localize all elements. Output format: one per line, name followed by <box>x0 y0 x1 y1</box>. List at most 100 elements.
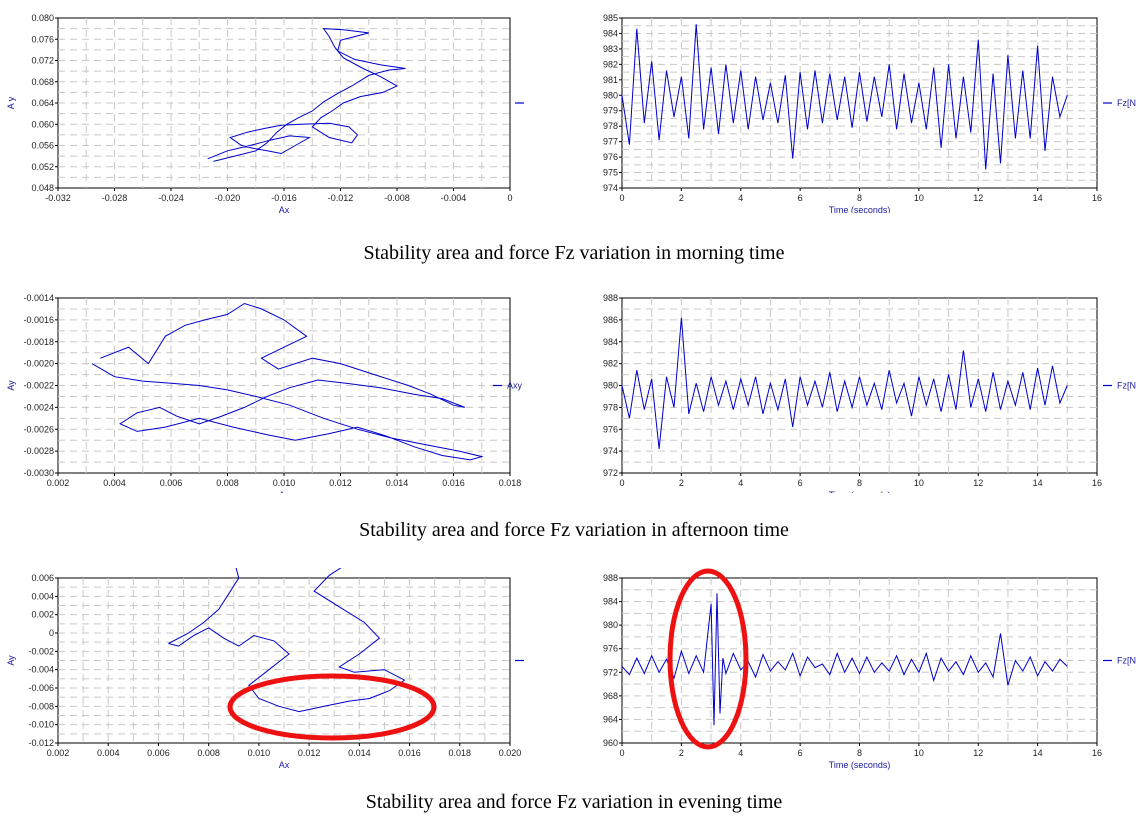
y-tick-label: 0.064 <box>31 98 54 108</box>
y-tick-label: 976 <box>603 644 618 654</box>
y-tick-label: 982 <box>603 359 618 369</box>
y-tick-label: -0.0014 <box>23 293 54 303</box>
x-tick-label: -0.016 <box>271 193 297 203</box>
x-tick-label: -0.004 <box>441 193 467 203</box>
x-tick-label: -0.028 <box>102 193 128 203</box>
y-tick-label: 968 <box>603 691 618 701</box>
y-tick-label: 978 <box>603 121 618 131</box>
x-tick-label: 14 <box>1033 748 1043 758</box>
caption-evening: Stability area and force Fz variation in… <box>365 791 783 813</box>
y-tick-label: -0.0028 <box>23 446 54 456</box>
x-axis-label: Ax <box>279 760 290 770</box>
x-axis-label: Time (seconds) <box>829 760 891 770</box>
x-tick-label: 16 <box>1092 193 1102 203</box>
x-tick-label: 0.014 <box>348 748 371 758</box>
y-tick-label: 960 <box>603 738 618 748</box>
y-tick-label: -0.0022 <box>23 381 54 391</box>
x-tick-label: 0 <box>619 193 624 203</box>
x-tick-label: 0.014 <box>386 478 409 488</box>
x-tick-label: 0.018 <box>499 478 522 488</box>
y-tick-label: 0.002 <box>31 610 54 620</box>
x-tick-label: 2 <box>679 193 684 203</box>
legend-label: Fz[N <box>1117 656 1136 666</box>
x-tick-label: 0.004 <box>97 748 120 758</box>
y-tick-label: 0.052 <box>31 162 54 172</box>
legend-label: Axy <box>507 381 523 391</box>
y-tick-label: 978 <box>603 402 618 412</box>
y-tick-label: 0.004 <box>31 591 54 601</box>
y-tick-label: -0.0024 <box>23 402 54 412</box>
x-tick-label: 0.018 <box>449 748 472 758</box>
y-tick-label: 0.072 <box>31 56 54 66</box>
afternoon-stability-plot: 0.002 0.004 0.006 0.008 0.010 0.012 0.014 0.016… <box>6 293 523 493</box>
x-tick-label: 10 <box>914 478 924 488</box>
chart-morning-force: 0 2 4 6 8 10 12 14 16 974 975 976 977 978 979 980 981 982… <box>575 8 1148 213</box>
x-tick-label: -0.024 <box>158 193 184 203</box>
y-tick-label: 988 <box>603 293 618 303</box>
series-line <box>91 302 484 461</box>
x-tick-label: 0.012 <box>298 748 321 758</box>
x-tick-label: 8 <box>857 748 862 758</box>
y-tick-label: -0.0020 <box>23 359 54 369</box>
x-tick-label: -0.032 <box>45 193 71 203</box>
x-tick-label: 14 <box>1033 193 1043 203</box>
y-tick-label: 974 <box>603 446 618 456</box>
x-tick-label: 0.006 <box>147 748 170 758</box>
x-axis-label: Ax <box>279 490 290 493</box>
y-tick-label: 972 <box>603 468 618 478</box>
x-tick-label: 4 <box>738 748 743 758</box>
legend-label: Fz[N <box>1117 98 1136 108</box>
x-axis-label: Time (seconds) <box>829 490 891 493</box>
y-tick-label: 976 <box>603 424 618 434</box>
y-axis-label: Ay <box>6 380 16 391</box>
y-axis-label: A y <box>6 96 16 109</box>
x-tick-label: 2 <box>679 748 684 758</box>
x-axis-label: Ax <box>279 205 290 213</box>
x-tick-label: 8 <box>857 478 862 488</box>
x-tick-label: 6 <box>798 193 803 203</box>
x-tick-label: 0.016 <box>442 478 465 488</box>
x-tick-label: 12 <box>973 478 983 488</box>
x-tick-label: 0.008 <box>197 748 220 758</box>
y-tick-label: -0.008 <box>28 701 54 711</box>
morning-force-plot: 0 2 4 6 8 10 12 14 16 974 975 976 977 978 979 980 981 982… <box>603 13 1136 213</box>
x-tick-label: 0.012 <box>329 478 352 488</box>
x-tick-label: 0.004 <box>103 478 126 488</box>
y-tick-label: -0.0018 <box>23 337 54 347</box>
y-tick-label: 0.006 <box>31 573 54 583</box>
x-tick-label: 0 <box>619 478 624 488</box>
y-tick-label: 981 <box>603 75 618 85</box>
x-tick-label: 0.002 <box>47 478 70 488</box>
evening-stability-plot: 0.002 0.004 0.006 0.008 0.010 0.012 0.014 0.016… <box>6 568 524 770</box>
y-tick-label: 983 <box>603 44 618 54</box>
x-tick-label: 2 <box>679 478 684 488</box>
y-tick-label: 980 <box>603 620 618 630</box>
x-tick-label: 0 <box>619 748 624 758</box>
x-tick-label: 0.002 <box>47 748 70 758</box>
x-tick-label: 8 <box>857 193 862 203</box>
x-tick-label: 0.008 <box>216 478 239 488</box>
chart-morning-stability: -0.032 -0.028 -0.024 -0.020 -0.016 -0.012 -0.0… <box>0 8 545 213</box>
y-tick-label: -0.0026 <box>23 424 54 434</box>
x-tick-label: -0.008 <box>384 193 410 203</box>
y-tick-label: 988 <box>603 573 618 583</box>
x-tick-label: 12 <box>973 748 983 758</box>
y-tick-label: 0.056 <box>31 141 54 151</box>
y-tick-label: 0.048 <box>31 183 54 193</box>
series-line <box>207 28 406 162</box>
y-tick-label: -0.006 <box>28 683 54 693</box>
chart-afternoon-stability: 0.002 0.004 0.006 0.008 0.010 0.012 0.014 0.016… <box>0 288 545 493</box>
evening-force-plot: 0 2 4 6 8 10 12 14 16 960 964 968 972 976 980 984 988 Tim… <box>603 568 1136 770</box>
y-tick-label: -0.0030 <box>23 468 54 478</box>
legend-label: Fz[N <box>1117 381 1136 391</box>
y-tick-label: 0.068 <box>31 77 54 87</box>
x-tick-label: 16 <box>1092 748 1102 758</box>
x-tick-label: -0.020 <box>215 193 241 203</box>
series-line <box>621 593 1068 726</box>
highlight-ellipse <box>227 673 437 741</box>
series-line <box>168 568 406 713</box>
highlight-ellipse <box>667 568 749 750</box>
series-line <box>621 317 1068 449</box>
x-tick-label: 0.016 <box>398 748 421 758</box>
y-tick-label: 974 <box>603 183 618 193</box>
